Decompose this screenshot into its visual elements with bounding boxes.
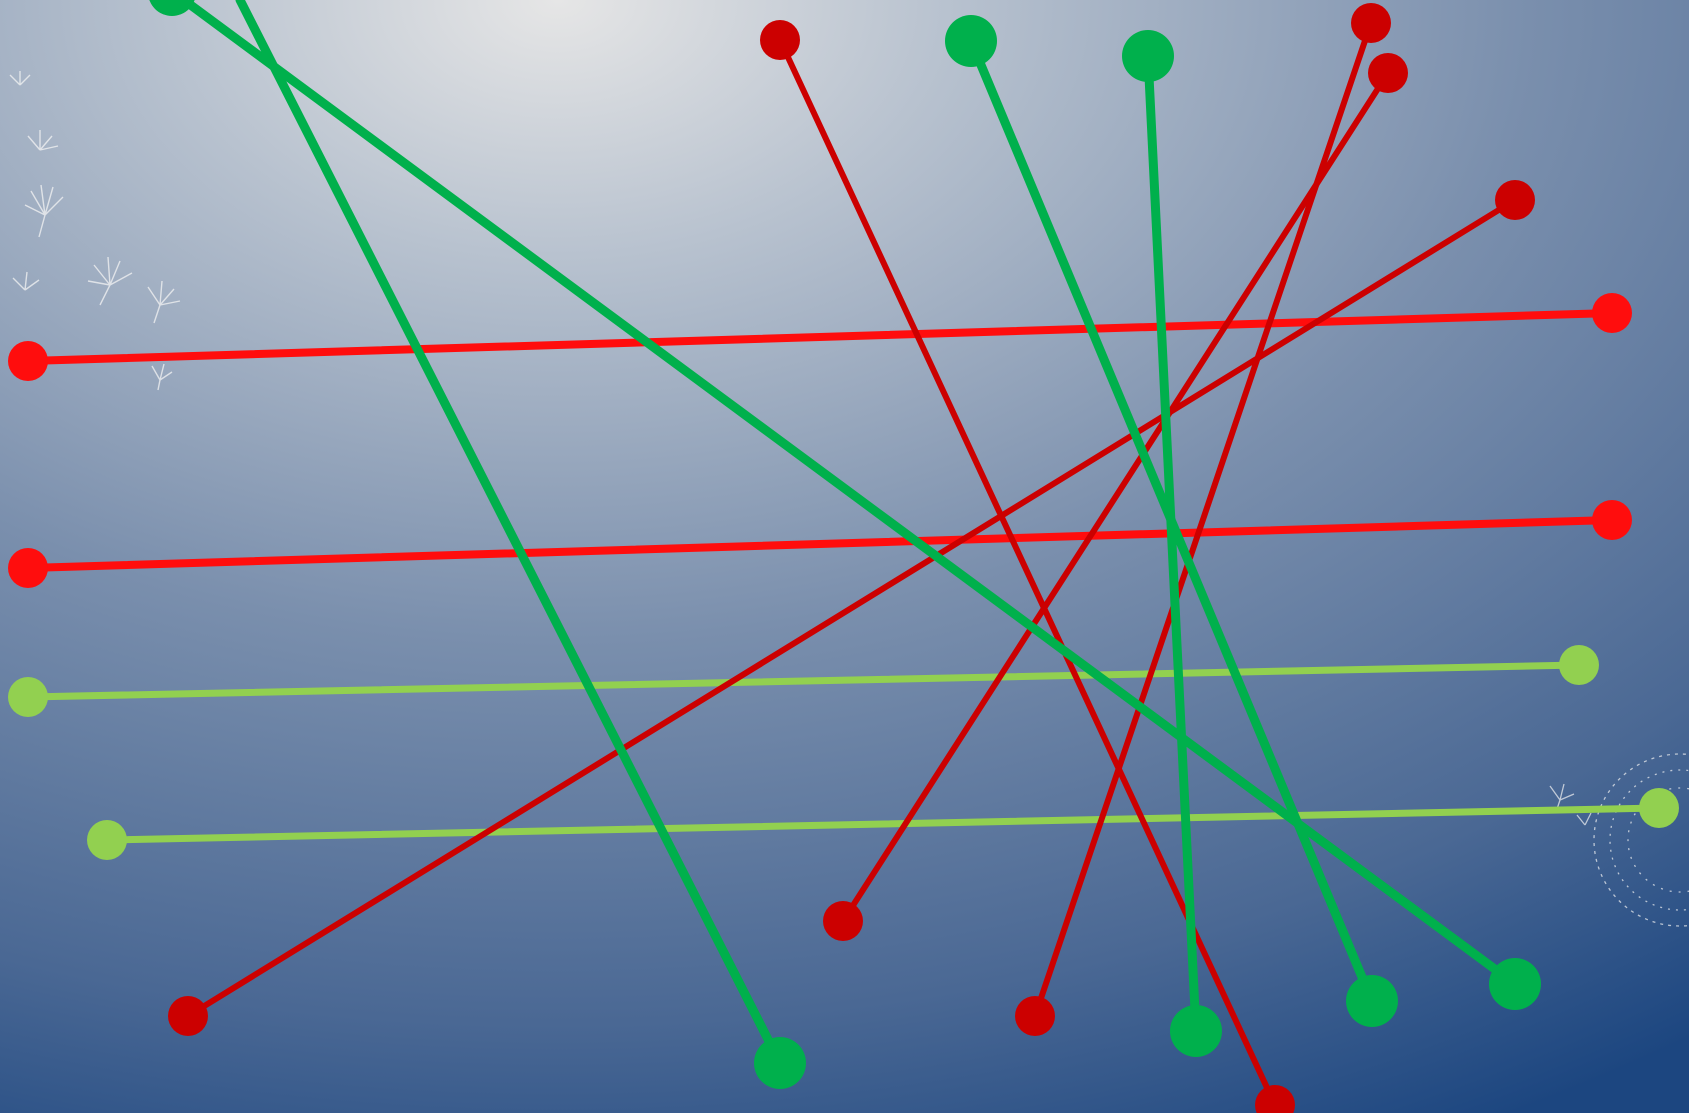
handle-dark-red-1-top[interactable]	[760, 20, 800, 60]
dandelion-puff-decoration	[1549, 753, 1689, 927]
segment-green-4[interactable]	[1143, 51, 1201, 1036]
handle-green-1-bottom[interactable]	[754, 1037, 806, 1089]
segment-red-1[interactable]	[24, 309, 1616, 365]
segment-light-green-2[interactable]	[103, 804, 1663, 844]
handle-green-4-bottom[interactable]	[1170, 1005, 1222, 1057]
endpoint-handles	[8, 0, 1679, 1113]
handle-dark-red-3-bottom[interactable]	[823, 901, 863, 941]
handle-dark-red-4-bottom[interactable]	[168, 996, 208, 1036]
handle-green-1-top[interactable]	[148, 0, 196, 16]
handle-light-green-2-left[interactable]	[87, 820, 127, 860]
handle-light-green-1-left[interactable]	[8, 677, 48, 717]
line-segments	[24, 0, 1663, 1108]
handle-red-2-left[interactable]	[8, 548, 48, 588]
handle-red-1-right[interactable]	[1592, 293, 1632, 333]
handle-green-4-top[interactable]	[1122, 30, 1174, 82]
handle-light-green-2-right[interactable]	[1639, 788, 1679, 828]
handle-dark-red-2-bottom[interactable]	[1015, 996, 1055, 1036]
handle-dark-red-4-top[interactable]	[1495, 180, 1535, 220]
segment-dark-red-3[interactable]	[840, 70, 1391, 924]
handle-dark-red-3-top[interactable]	[1368, 53, 1408, 93]
segment-red-2[interactable]	[24, 516, 1616, 572]
segment-green-1[interactable]	[235, 0, 785, 1068]
handle-green-3-bottom[interactable]	[1346, 975, 1398, 1027]
handle-red-1-left[interactable]	[8, 341, 48, 381]
handle-light-green-1-right[interactable]	[1559, 645, 1599, 685]
handle-dark-red-1-bottom[interactable]	[1255, 1085, 1295, 1113]
dandelion-seeds-decoration	[9, 71, 181, 391]
handle-red-2-right[interactable]	[1592, 500, 1632, 540]
handle-dark-red-2-top[interactable]	[1351, 3, 1391, 43]
handle-green-2-bottom[interactable]	[1489, 958, 1541, 1010]
handle-green-3-top[interactable]	[945, 15, 997, 67]
segment-light-green-1[interactable]	[24, 661, 1583, 701]
segment-dark-red-4[interactable]	[185, 197, 1518, 1019]
